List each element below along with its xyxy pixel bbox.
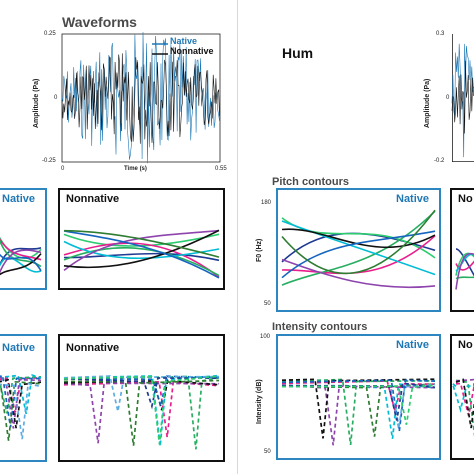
right-waveform-native-trace bbox=[451, 43, 474, 158]
right-intensity-native-label: Native bbox=[396, 339, 430, 351]
left-intensity-native-curve bbox=[0, 375, 42, 414]
right-pitch-native-curve bbox=[281, 258, 436, 289]
right-intensity-nonnative-label: No bbox=[458, 339, 473, 351]
left-intensity-nonnative-curve bbox=[63, 381, 220, 438]
right-pitch-native-curve bbox=[281, 209, 436, 275]
right-pitch-native-curves bbox=[281, 209, 436, 289]
right-intensity-nonnative-panel bbox=[450, 334, 474, 460]
left-pitch-nonnative-curve bbox=[63, 230, 220, 279]
waveform-legend-native-line bbox=[152, 43, 168, 45]
right-pitch-native-curve bbox=[281, 220, 436, 276]
waveform-x-tick-start: 0 bbox=[61, 166, 65, 172]
right-pitch-nonnative-curve bbox=[455, 260, 474, 271]
right-waveform-nonnative-trace bbox=[451, 60, 474, 134]
right-pitch-nonnative-curve bbox=[455, 248, 474, 277]
right-waveform-y-tick-bot: -0.2 bbox=[434, 158, 445, 164]
left-intensity-nonnative-curves bbox=[63, 374, 220, 450]
left-pitch-native-curves bbox=[0, 236, 42, 276]
left-pitch-nonnative-curve bbox=[63, 247, 220, 277]
right-pitch-native-curve bbox=[281, 210, 436, 286]
pitch-y-label: F0 (Hz) bbox=[256, 238, 263, 262]
left-pitch-nonnative-label: Nonnative bbox=[66, 193, 120, 205]
left-intensity-nonnative-curve bbox=[63, 375, 220, 450]
waveform-legend-nonnative: Nonnative bbox=[170, 46, 214, 56]
left-pitch-native-curve bbox=[0, 253, 42, 276]
left-intensity-native-curve bbox=[0, 373, 42, 414]
left-pitch-native-panel bbox=[0, 188, 47, 290]
right-pitch-nonnative-panel bbox=[450, 188, 474, 312]
left-pitch-nonnative-curve bbox=[63, 229, 220, 272]
right-waveform-plot bbox=[451, 34, 474, 162]
left-pitch-nonnative-curve bbox=[63, 252, 220, 262]
right-intensity-native-curve bbox=[281, 379, 436, 432]
right-waveform-y-tick-mid: 0 bbox=[446, 95, 450, 101]
right-intensity-native-curves bbox=[281, 378, 436, 446]
left-intensity-nonnative-label: Nonnative bbox=[66, 342, 120, 354]
right-pitch-nonnative-curve bbox=[455, 252, 474, 290]
left-intensity-nonnative-curve bbox=[63, 382, 220, 444]
left-intensity-nonnative-curve bbox=[63, 377, 220, 410]
left-pitch-native-label: Native bbox=[2, 193, 36, 205]
left-pitch-nonnative-curve bbox=[63, 233, 220, 247]
intensity-y-label: Intensity (dB) bbox=[256, 379, 263, 424]
right-intensity-nonnative-curve bbox=[450, 381, 474, 413]
waveform-plot bbox=[61, 32, 221, 164]
left-intensity-native-curve bbox=[0, 380, 42, 441]
right-pitch-native-label: Native bbox=[396, 193, 430, 205]
pitch-contours-title: Pitch contours bbox=[272, 176, 350, 188]
right-intensity-native-curve bbox=[281, 384, 436, 446]
right-pitch-native-panel bbox=[276, 188, 441, 312]
intensity-y-tick-top: 100 bbox=[260, 334, 271, 340]
left-intensity-nonnative-panel bbox=[58, 334, 225, 462]
left-intensity-nonnative-curve bbox=[63, 375, 220, 412]
condition-title: Hum bbox=[282, 45, 314, 61]
intensity-y-tick-bot: 50 bbox=[264, 449, 271, 455]
waveform-x-label: Time (s) bbox=[124, 166, 147, 172]
left-pitch-nonnative-curve bbox=[63, 229, 220, 258]
right-waveform-y-label: Amplitude (Pa) bbox=[424, 78, 431, 128]
left-pitch-native-curve bbox=[0, 253, 42, 272]
left-pitch-nonnative-curves bbox=[63, 229, 220, 279]
right-pitch-nonnative-curve bbox=[455, 253, 474, 272]
right-pitch-nonnative-label: No bbox=[458, 193, 473, 205]
column-divider bbox=[237, 0, 238, 474]
waveforms-title: Waveforms bbox=[62, 14, 137, 30]
left-intensity-native-curves bbox=[0, 373, 42, 441]
left-pitch-nonnative-panel bbox=[58, 188, 225, 290]
right-intensity-native-curve bbox=[281, 383, 436, 439]
waveform-y-tick-bot: -0.25 bbox=[42, 158, 56, 164]
left-intensity-nonnative-curve bbox=[63, 375, 220, 445]
waveform-y-tick-top: 0.25 bbox=[44, 31, 56, 37]
waveform-y-label: Amplitude (Pa) bbox=[33, 78, 40, 128]
left-pitch-nonnative-curve bbox=[63, 242, 220, 278]
left-intensity-nonnative-curve bbox=[63, 374, 220, 447]
left-intensity-native-curve bbox=[0, 376, 42, 429]
right-waveform-y-tick-top: 0.3 bbox=[436, 31, 445, 37]
right-intensity-native-curve bbox=[281, 384, 436, 425]
left-pitch-native-curve bbox=[0, 249, 42, 275]
left-intensity-nonnative-curve bbox=[63, 379, 220, 446]
left-intensity-native-curve bbox=[0, 378, 42, 429]
waveform-legend-native: Native bbox=[170, 36, 198, 46]
waveform-y-tick-mid: 0 bbox=[54, 95, 58, 101]
left-intensity-native-curve bbox=[0, 382, 42, 440]
left-intensity-native-label: Native bbox=[2, 342, 36, 354]
right-intensity-nonnative-curve bbox=[455, 378, 474, 429]
right-pitch-native-curve bbox=[281, 228, 436, 249]
right-intensity-native-panel bbox=[276, 334, 441, 460]
right-intensity-nonnative-curves bbox=[450, 378, 474, 438]
right-intensity-native-curve bbox=[281, 378, 436, 446]
waveform-nonnative-trace bbox=[61, 53, 220, 144]
waveform-legend-nonnative-line bbox=[152, 53, 168, 55]
right-intensity-native-curve bbox=[281, 378, 436, 439]
right-pitch-nonnative-curves bbox=[455, 248, 474, 290]
pitch-y-tick-bot: 50 bbox=[264, 301, 271, 307]
left-pitch-native-curve bbox=[0, 256, 42, 273]
pitch-y-tick-top: 180 bbox=[261, 200, 272, 206]
left-intensity-native-panel bbox=[0, 334, 47, 462]
left-pitch-nonnative-curve bbox=[63, 229, 220, 269]
intensity-contours-title: Intensity contours bbox=[272, 321, 368, 333]
waveform-x-tick-end: 0.55 bbox=[215, 166, 227, 172]
